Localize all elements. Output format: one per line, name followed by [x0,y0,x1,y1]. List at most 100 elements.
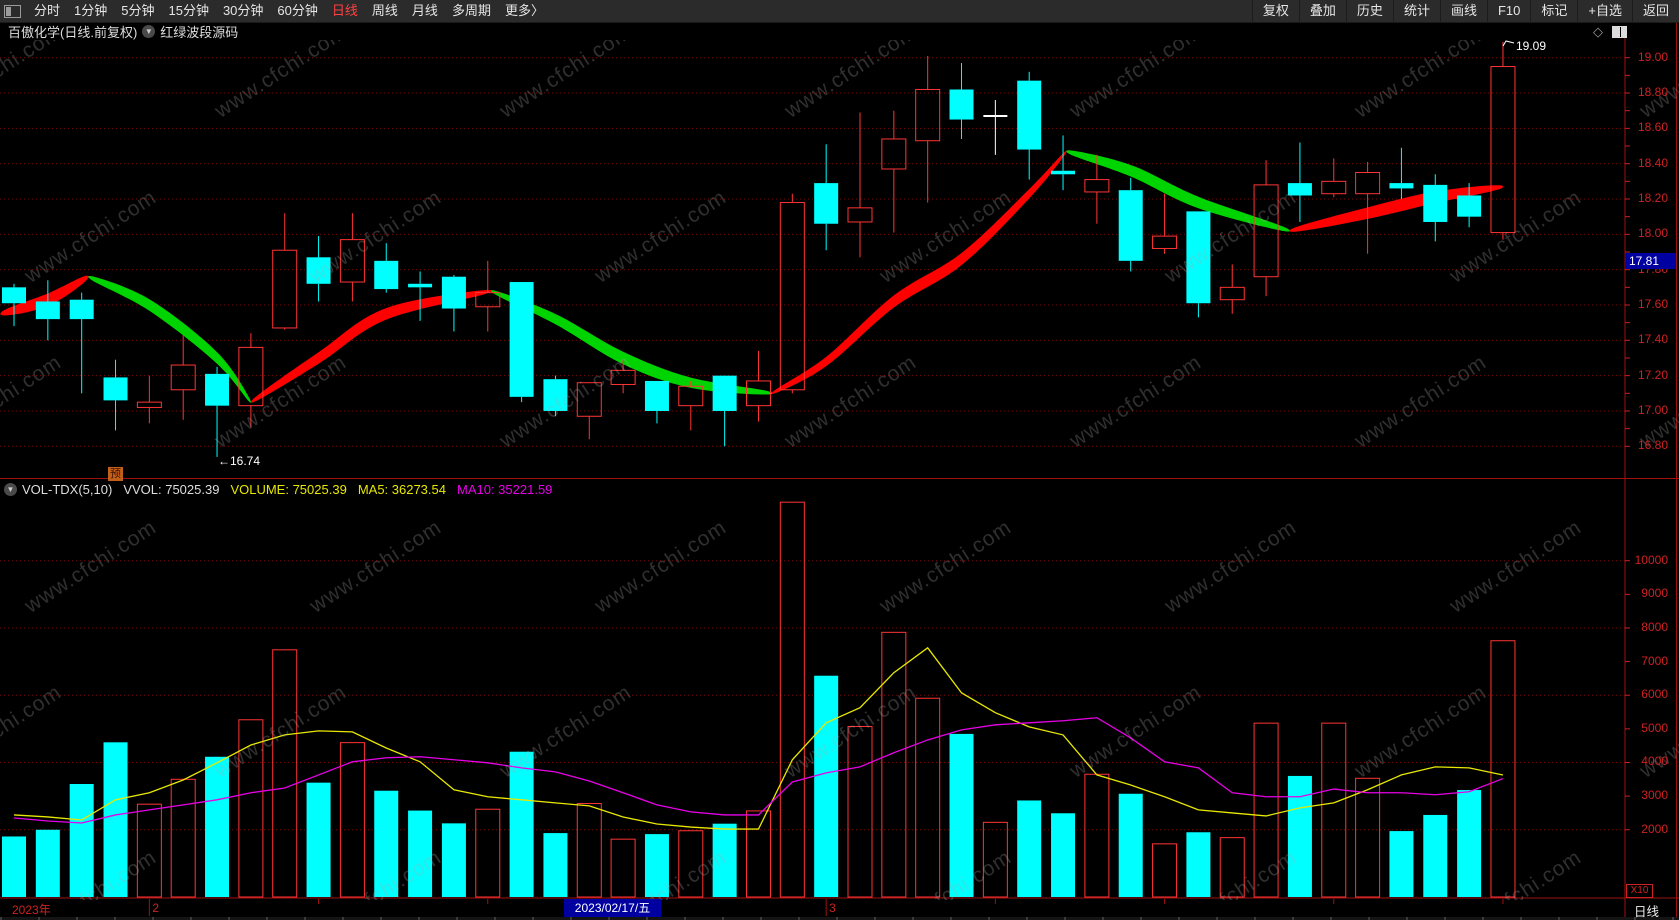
indicator-source-label: 红绿波段源码 [160,25,239,40]
volume-bar-down [1457,790,1482,897]
volume-bar-up [170,778,196,898]
high-annotation-pointer [1502,40,1515,47]
bottom-scroll-strip[interactable] [0,917,1679,920]
volume-bar-down [1186,832,1211,897]
volume-bar-up [745,810,771,898]
volume-bar-up [779,501,805,898]
volume-bar-up [678,830,704,898]
price-axis-label: 17.20 [1637,367,1668,382]
ribbon-up-segment [0,275,89,316]
volume-multiplier-label[interactable]: X10 [1626,884,1653,898]
vol-indicator-name: VOL-TDX(5,10) [22,482,113,497]
period-tab[interactable]: 日线 [331,3,358,18]
volume-bar-down [1051,813,1076,897]
candle-up [339,239,365,283]
vol-vvol-value: VVOL: 75025.39 [123,482,220,497]
volume-axis-label: 8000 [1641,619,1668,634]
signal-badge: 预 [108,467,123,481]
high-price-annotation: 19.09 [1516,39,1547,53]
period-tab[interactable]: 15分钟 [168,3,209,18]
candle-up [136,401,162,408]
app-icon[interactable] [4,4,21,18]
diamond-marker-icon[interactable]: ◇ [1593,23,1603,39]
price-axis-label: 17.00 [1637,402,1668,417]
toolbar-button[interactable]: 画线 [1439,0,1487,22]
period-tab[interactable]: 周线 [371,3,398,18]
candle-down [2,287,26,304]
toolbar-button[interactable]: 复权 [1251,0,1299,22]
candle-down [1457,195,1482,217]
candle-up [1490,66,1516,234]
volume-bar-up [881,631,907,898]
candle-down [408,283,433,288]
price-axis-label: 16.80 [1637,438,1668,453]
split-pane-icon[interactable] [1612,25,1627,38]
toolbar-button[interactable]: F10 [1486,0,1530,22]
volume-bar-down [509,751,534,897]
price-axis-label: 18.80 [1637,85,1668,100]
chevron-down-icon[interactable]: ▼ [142,25,156,38]
volume-bar-up [475,808,501,898]
period-tab[interactable]: 60分钟 [277,3,318,18]
volume-bar-down [949,733,974,897]
period-tab[interactable]: 多周期 [451,3,491,18]
candle-down [1389,183,1414,189]
price-axis-label: 18.20 [1637,191,1668,205]
volume-bar-down [69,784,94,897]
candle-up [915,88,941,142]
chart-title-row: 百傲化学(日线.前复权) ▼ 红绿波段源码 ◇ [0,23,1679,40]
period-tab[interactable]: 30分钟 [222,3,264,18]
volume-bar-down [103,742,128,897]
volume-bar-down [814,675,839,897]
ribbon-up-segment [1289,185,1503,232]
period-tab[interactable]: 更多〉 [504,3,544,18]
candle-down [644,380,669,411]
candle-down [509,282,534,397]
candle-down [1186,211,1211,304]
period-tab[interactable]: 分时 [34,3,61,18]
volume-bar-up [272,649,298,898]
period-tab[interactable]: 5分钟 [121,3,155,18]
month-axis-label: 3 [829,901,836,915]
toolbar-button[interactable]: 返回 [1631,0,1679,22]
toolbar-button[interactable]: 历史 [1345,0,1393,22]
volume-bar-up [238,719,264,898]
period-tab[interactable]: 1分钟 [74,3,108,18]
price-axis-label: 17.60 [1637,296,1668,311]
volume-bar-up [610,838,636,898]
volume-bar-down [441,823,466,897]
tools-button-group: 复权 叠加 历史 统计 画线 F10 标记 +自选 返回 [1251,0,1679,22]
candle-up [1219,286,1245,301]
period-tab-group: 分时 1分钟 5分钟 15分钟 30分钟 60分钟 日线 周线 月线 多周期 更多〉 [27,0,551,22]
candle-up [1355,172,1381,195]
volume-bar-down [205,756,230,897]
toolbar-button[interactable]: +自选 [1577,0,1632,22]
candle-up [475,292,501,308]
status-period-label: 日线 [1634,905,1660,919]
candle-down [69,299,94,320]
candle-up [610,369,636,385]
period-tab[interactable]: 月线 [411,3,438,18]
volume-bar-up [136,803,162,898]
price-axis-label: 17.40 [1637,332,1668,347]
candle-up [881,138,907,170]
volume-bar-down [543,833,568,897]
volume-bar-down [644,834,669,897]
candle-down [306,257,331,284]
candle-up [1152,235,1178,249]
candle-down [205,373,230,406]
toolbar-button[interactable]: 标记 [1530,0,1577,22]
volume-bar-down [1287,775,1312,897]
candle-up [1321,180,1347,195]
candle-down [814,183,839,224]
candle-up [576,382,602,417]
chevron-down-icon[interactable]: ▼ [4,483,17,496]
toolbar-button[interactable]: 统计 [1392,0,1440,22]
volume-bar-up [847,725,873,898]
volume-bar-down [1423,814,1448,897]
candle-down [35,301,60,320]
volume-bar-up [339,742,365,898]
toolbar-button[interactable]: 叠加 [1298,0,1346,22]
